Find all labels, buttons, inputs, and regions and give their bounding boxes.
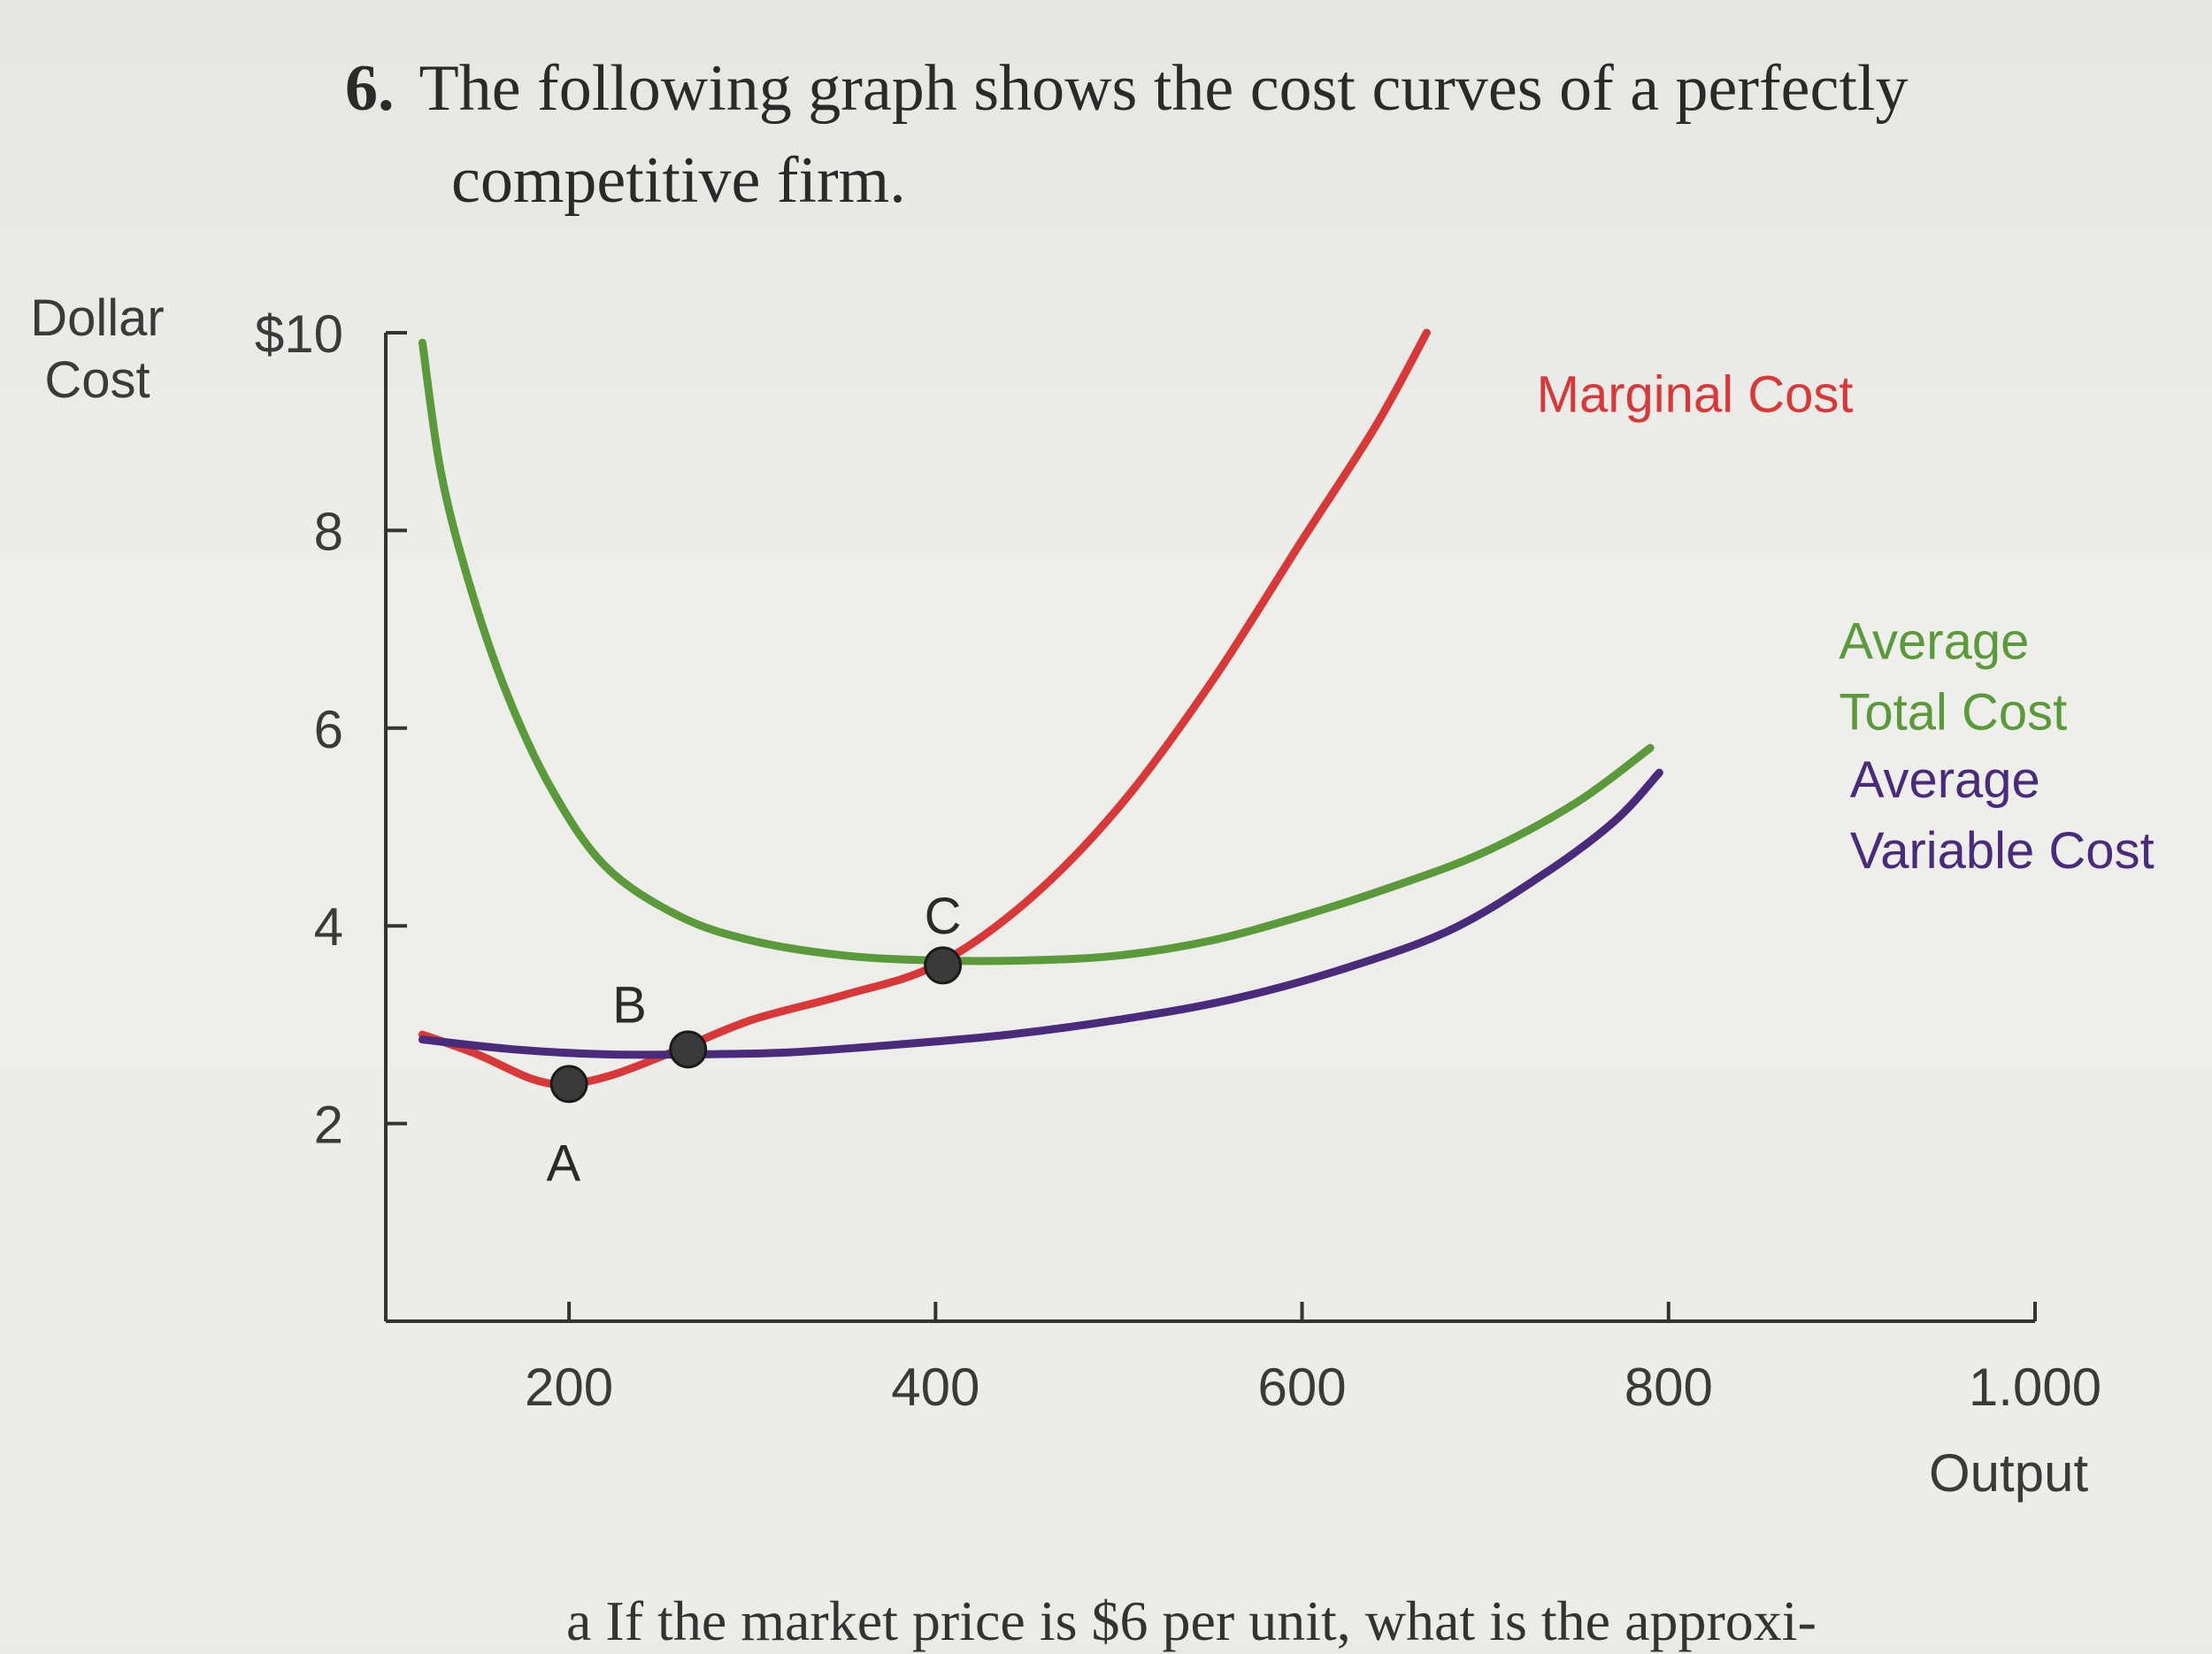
y-tick-label: 6 — [314, 700, 343, 759]
average-total-cost-label: Total Cost — [1839, 684, 2067, 742]
point-a-marker — [549, 1065, 588, 1104]
average-variable-cost-label: Average — [1850, 751, 2040, 809]
x-tick-label: 800 — [1624, 1358, 1713, 1417]
y-axis-label: Dollar Cost — [9, 288, 186, 412]
x-axis-label: Output — [1929, 1443, 2089, 1503]
point-c-marker — [924, 946, 963, 985]
next-question-text: a If the market price is $6 per unit, wh… — [566, 1589, 1816, 1652]
x-tick-label: 200 — [525, 1358, 613, 1417]
x-tick-label: 400 — [891, 1358, 979, 1417]
y-tick-label: 8 — [314, 502, 343, 561]
question-line-2: competitive firm. — [451, 144, 906, 217]
average-total-cost-label: Average — [1839, 613, 2029, 671]
question-number: 6. — [345, 52, 395, 125]
y-tick-label: 4 — [314, 897, 343, 957]
y-tick-label: 2 — [314, 1096, 343, 1155]
point-b-marker — [669, 1030, 708, 1069]
question-text: 6. The following graph shows the cost cur… — [345, 42, 2168, 227]
average-variable-cost-label: Variable Cost — [1850, 822, 2154, 880]
marginal-cost-curve — [418, 328, 1431, 1089]
average-variable-cost-curve — [418, 768, 1663, 1059]
x-tick-label: 1.000 — [1969, 1358, 2101, 1417]
x-tick-label: 600 — [1258, 1358, 1347, 1417]
point-c-label: C — [925, 888, 962, 945]
marginal-cost-label: Marginal Cost — [1537, 365, 1854, 423]
question-line-1: The following graph shows the cost curve… — [419, 52, 1909, 125]
point-b-label: B — [612, 977, 647, 1035]
y-tick-label: $10 — [255, 304, 343, 364]
y-axis-label-line-2: Cost — [44, 351, 150, 409]
average-total-cost-curve — [418, 338, 1655, 965]
y-axis-label-line-1: Dollar — [30, 289, 165, 347]
point-a-label: A — [547, 1135, 581, 1192]
